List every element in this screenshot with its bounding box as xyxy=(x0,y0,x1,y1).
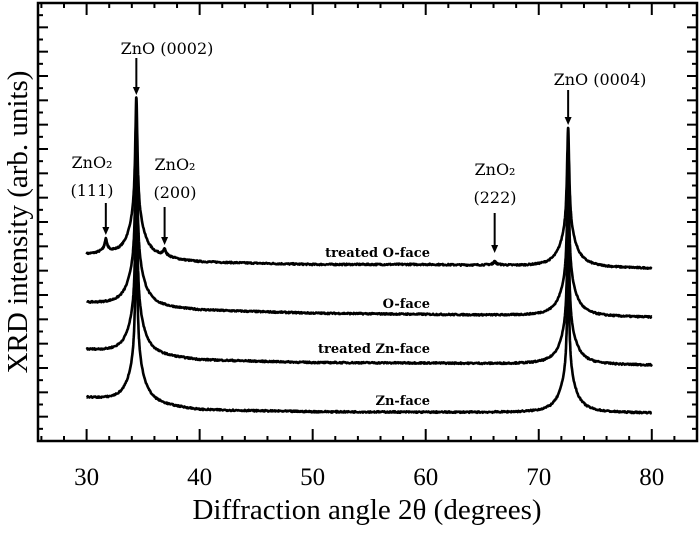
arrow-down-icon xyxy=(102,227,110,235)
series-line-zn-face xyxy=(85,241,653,415)
series-label: treated O-face xyxy=(325,246,430,261)
annotation: ZnO (0004) xyxy=(554,70,647,125)
peak-annotations: ZnO (0002)ZnO (0004)ZnO₂(111)ZnO₂(200)Zn… xyxy=(70,39,646,253)
plot-frame xyxy=(36,1,699,443)
arrow-down-icon xyxy=(564,117,572,125)
annotation: ZnO₂ (111) xyxy=(70,153,114,235)
series-labels: treated O-face O-face treated Zn-face Zn-fa… xyxy=(318,246,430,409)
x-tick-label: 80 xyxy=(639,464,664,491)
x-tick-label: 60 xyxy=(413,464,438,491)
annotation-label: ZnO₂ xyxy=(155,155,196,174)
annotation-label: ZnO (0004) xyxy=(554,70,647,89)
x-axis-title: Diffraction angle 2θ (degrees) xyxy=(192,494,541,526)
series-line-treated-o-face xyxy=(85,96,653,270)
x-tick-label: 40 xyxy=(187,464,212,491)
annotation-label: ZnO₂ xyxy=(475,160,516,179)
x-tick-label: 50 xyxy=(300,464,325,491)
series-line-o-face xyxy=(85,144,653,319)
annotation-label: (111) xyxy=(70,181,113,200)
series-label: treated Zn-face xyxy=(318,342,430,357)
arrow-down-icon xyxy=(491,245,499,253)
annotation-label: ZnO (0002) xyxy=(121,39,214,58)
x-tick-labels: 30 40 50 60 70 80 xyxy=(74,464,664,491)
annotation-label: (200) xyxy=(153,183,196,202)
series-line-treated-zn-face xyxy=(85,192,653,367)
annotation: ZnO₂ (222) xyxy=(473,160,517,253)
annotation: ZnO (0002) xyxy=(121,39,214,95)
annotation: ZnO₂ (200) xyxy=(153,155,197,245)
series-label: Zn-face xyxy=(375,394,430,409)
axis-ticks xyxy=(38,3,698,441)
x-tick-label: 30 xyxy=(74,464,99,491)
arrow-down-icon xyxy=(132,87,140,95)
series-label: O-face xyxy=(383,297,430,312)
annotation-label: (222) xyxy=(473,188,516,207)
annotation-label: ZnO₂ xyxy=(72,153,113,172)
x-tick-label: 70 xyxy=(526,464,551,491)
arrow-down-icon xyxy=(161,237,169,245)
series-lines xyxy=(85,96,653,415)
y-axis-title: XRD intensity (arb. units) xyxy=(2,71,34,374)
